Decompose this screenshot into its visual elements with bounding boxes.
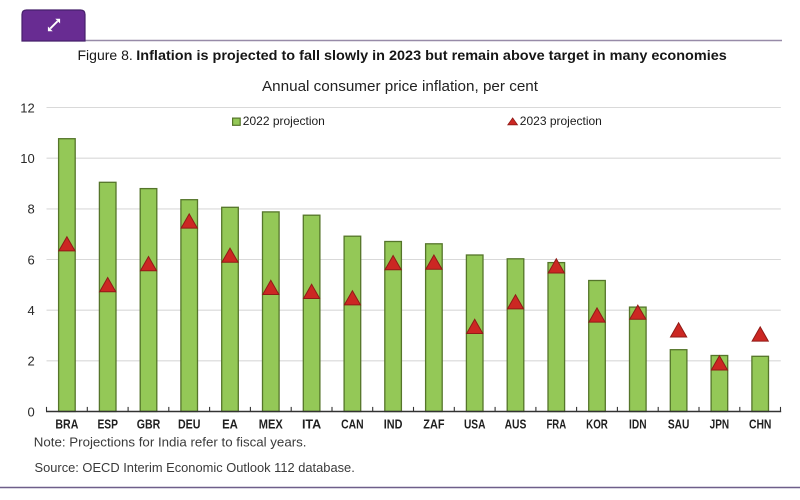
svg-text:CAN: CAN [341,416,364,431]
svg-text:CHN: CHN [749,416,772,431]
svg-text:FRA: FRA [546,416,566,431]
svg-text:Note: Projections for India re: Note: Projections for India refer to fis… [34,434,307,449]
svg-text:JPN: JPN [710,416,730,431]
svg-text:4: 4 [27,303,34,318]
svg-text:2022 projection: 2022 projection [243,114,325,128]
svg-text:0: 0 [27,404,34,419]
svg-text:12: 12 [20,100,34,115]
svg-text:Inflation is projected to fall: Inflation is projected to fall slowly in… [136,47,727,63]
svg-text:ITA: ITA [302,416,322,431]
svg-text:ZAF: ZAF [423,416,444,431]
svg-text:Annual consumer price inflatio: Annual consumer price inflation, per cen… [262,78,539,95]
svg-text:KOR: KOR [586,416,608,431]
svg-text:DEU: DEU [178,416,201,431]
svg-text:USA: USA [464,416,486,431]
svg-text:AUS: AUS [505,416,527,431]
svg-text:IND: IND [384,416,403,431]
svg-text:SAU: SAU [668,416,690,431]
svg-text:IDN: IDN [629,416,647,431]
svg-text:MEX: MEX [259,416,283,431]
svg-text:Source: OECD Interim Economic: Source: OECD Interim Economic Outlook 11… [35,460,355,475]
svg-text:Figure 8.: Figure 8. [78,47,133,63]
svg-text:BRA: BRA [55,416,78,431]
svg-text:8: 8 [27,202,34,217]
svg-text:6: 6 [27,252,34,267]
svg-text:10: 10 [20,151,34,166]
svg-text:ESP: ESP [97,416,118,431]
svg-text:2: 2 [27,354,34,369]
svg-text:GBR: GBR [137,416,161,431]
svg-text:EA: EA [222,416,238,431]
svg-text:2023 projection: 2023 projection [520,114,602,128]
